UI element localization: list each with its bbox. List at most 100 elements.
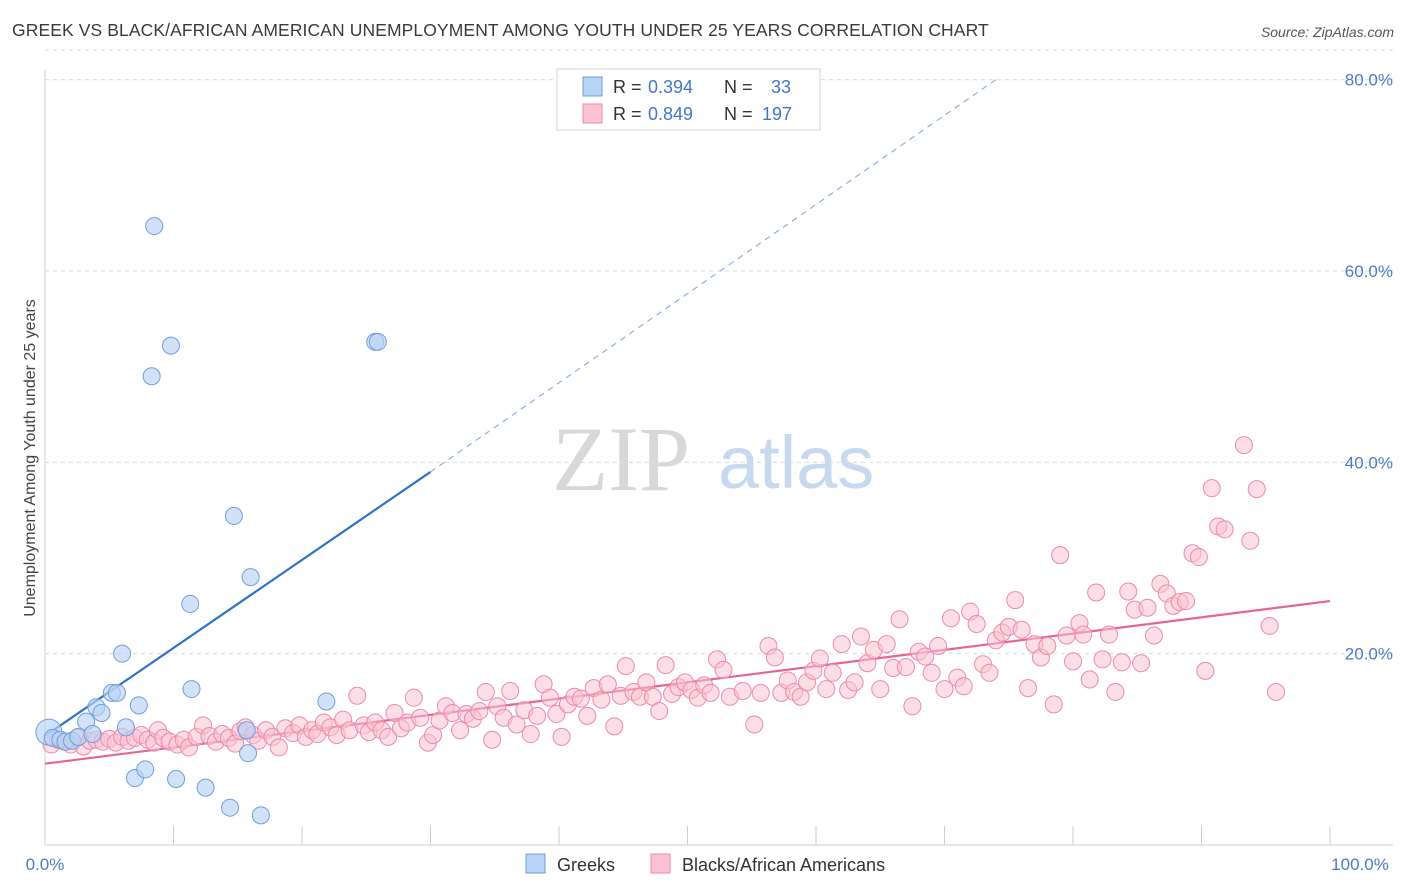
point-blacks-58 [411, 708, 430, 727]
point-blacks-76 [528, 706, 547, 725]
point-blacks-123 [845, 673, 864, 692]
point-blacks-144 [980, 663, 999, 682]
legend-r-value-blacks: 0.849 [648, 104, 693, 124]
point-blacks-140 [954, 677, 973, 696]
legend-swatch-greeks [582, 76, 603, 97]
source-credit: Source: ZipAtlas.com [1260, 24, 1394, 40]
x-axis-ticks [44, 826, 1331, 845]
point-blacks-156 [1057, 626, 1076, 645]
gridlines [45, 49, 1393, 655]
point-blacks-149 [1012, 620, 1031, 639]
correlation-legend: R = 0.394 N = 33 R = 0.849 N = 197 [556, 68, 821, 131]
point-blacks-153 [1038, 637, 1057, 656]
point-greeks-20 [167, 769, 186, 788]
point-blacks-83 [571, 689, 590, 708]
point-blacks-48 [348, 686, 367, 705]
point-blacks-182 [1234, 436, 1253, 455]
point-blacks-36 [269, 738, 288, 757]
point-blacks-124 [851, 627, 870, 646]
point-blacks-177 [1189, 548, 1208, 567]
point-greeks-11 [107, 683, 126, 702]
point-blacks-135 [922, 663, 941, 682]
point-blacks-108 [745, 715, 764, 734]
point-blacks-160 [1080, 670, 1099, 689]
point-greeks-32 [368, 332, 387, 351]
point-blacks-165 [1112, 653, 1131, 672]
point-greeks-16 [136, 760, 155, 779]
point-blacks-127 [871, 680, 890, 699]
point-blacks-163 [1099, 625, 1118, 644]
point-blacks-118 [810, 649, 829, 668]
point-blacks-161 [1087, 583, 1106, 602]
point-greeks-21 [181, 594, 200, 613]
point-blacks-88 [605, 717, 624, 736]
series-legend: Greeks Blacks/African Americans [525, 853, 885, 875]
point-blacks-181 [1215, 520, 1234, 539]
y-axis-title: Unemployment Among Youth under 25 years [22, 299, 39, 617]
point-blacks-109 [751, 683, 770, 702]
y-tick-label-80: 80.0% [1345, 71, 1393, 90]
point-blacks-184 [1247, 480, 1266, 499]
point-blacks-131 [896, 658, 915, 677]
point-blacks-86 [592, 690, 611, 709]
point-blacks-68 [476, 682, 495, 701]
points-blacks-african-americans [42, 436, 1286, 757]
point-greeks-14 [129, 696, 148, 715]
point-blacks-79 [547, 704, 566, 723]
point-greeks-28 [241, 568, 260, 587]
point-blacks-80 [552, 727, 571, 746]
point-blacks-121 [832, 635, 851, 654]
point-greeks-23 [196, 778, 215, 797]
bottom-legend-swatch-blacks [650, 853, 671, 874]
point-blacks-155 [1051, 546, 1070, 565]
point-blacks-179 [1202, 479, 1221, 498]
point-blacks-137 [935, 680, 954, 699]
point-blacks-69 [483, 730, 502, 749]
point-blacks-96 [656, 656, 675, 675]
point-blacks-120 [823, 663, 842, 682]
point-blacks-87 [598, 675, 617, 694]
point-blacks-95 [650, 702, 669, 721]
point-blacks-148 [1006, 591, 1025, 610]
point-greeks-19 [161, 336, 180, 355]
point-blacks-105 [714, 660, 733, 679]
point-greeks-22 [182, 680, 201, 699]
legend-n-value-blacks: 197 [762, 104, 792, 124]
point-blacks-166 [1119, 582, 1138, 601]
point-blacks-84 [578, 706, 597, 725]
point-greeks-27 [239, 744, 258, 763]
point-blacks-90 [616, 657, 635, 676]
y-tick-label-60: 60.0% [1345, 262, 1393, 281]
point-greeks-30 [317, 692, 336, 711]
point-greeks-7 [83, 725, 102, 744]
x-tick-label-max: 100.0% [1331, 855, 1389, 874]
points-greeks [35, 217, 387, 825]
watermark-zip: ZIP [552, 408, 690, 510]
point-blacks-75 [521, 725, 540, 744]
point-blacks-170 [1144, 626, 1163, 645]
point-blacks-64 [451, 721, 470, 740]
point-blacks-132 [903, 697, 922, 716]
point-blacks-164 [1106, 682, 1125, 701]
point-blacks-154 [1044, 695, 1063, 714]
point-blacks-128 [877, 635, 896, 654]
y-tick-label-40: 40.0% [1345, 453, 1393, 472]
point-blacks-73 [507, 715, 526, 734]
point-blacks-162 [1093, 650, 1112, 669]
point-blacks-111 [765, 648, 784, 667]
point-blacks-57 [404, 688, 423, 707]
point-blacks-183 [1241, 531, 1260, 550]
point-blacks-119 [817, 680, 836, 699]
point-greeks-18 [145, 217, 164, 236]
legend-n-label-blacks: N = [724, 104, 753, 124]
chart-title: GREEK VS BLACK/AFRICAN AMERICAN UNEMPLOY… [12, 20, 989, 40]
point-blacks-67 [470, 702, 489, 721]
point-blacks-107 [733, 681, 752, 700]
point-blacks-53 [379, 727, 398, 746]
point-greeks-17 [142, 367, 161, 386]
point-blacks-142 [967, 615, 986, 634]
legend-r-label-blacks: R = [613, 104, 642, 124]
bottom-legend-label-blacks: Blacks/African Americans [682, 855, 885, 875]
trendline-greeks-extension [430, 79, 997, 473]
legend-r-value-greeks: 0.394 [648, 77, 693, 97]
